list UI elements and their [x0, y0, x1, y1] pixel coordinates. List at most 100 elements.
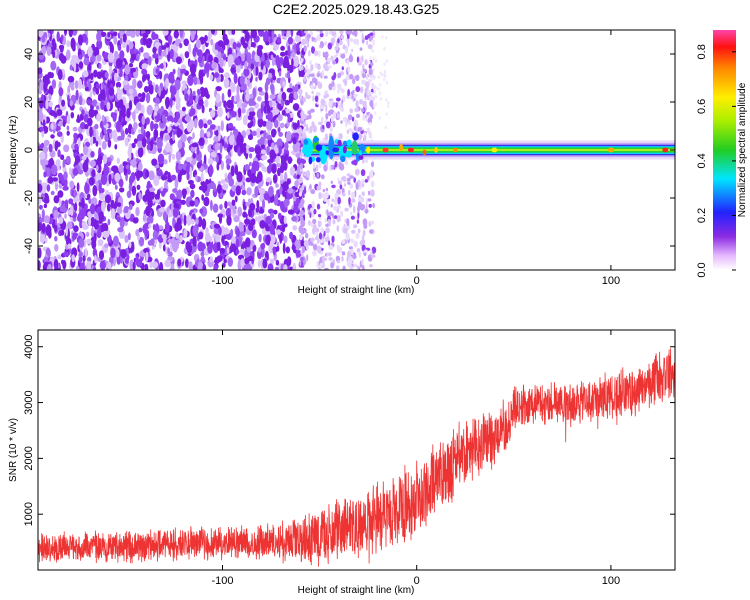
spectrogram-noise-cell	[96, 31, 102, 42]
spectrogram-noise-cell	[267, 111, 273, 122]
spectrogram-sparse-cell	[333, 205, 338, 211]
snr-panel: -100 0 100 1000 2000 3000 4000 Height of stra…	[8, 329, 676, 596]
spectrogram-noise-cell	[249, 239, 255, 247]
spectrogram-noise-cell	[292, 122, 299, 130]
spectrogram-noise-cell	[226, 111, 230, 119]
carrier-onset-cell	[313, 137, 320, 142]
spectrogram-noise-cell	[64, 199, 69, 209]
spectrogram-noise-cell	[258, 91, 266, 96]
spectrogram-noise-cell	[150, 120, 154, 132]
spectrogram-faint-cell	[373, 56, 376, 60]
spectrogram-noise-cell	[77, 34, 84, 46]
spectrogram-sparse-cell	[312, 95, 315, 102]
spectrogram-noise-cell	[96, 83, 100, 90]
spectrogram-noise-cell	[168, 151, 172, 163]
spectrogram-sparse-cell	[332, 60, 337, 65]
spectrogram-sparse-cell	[368, 203, 372, 208]
spectrogram-noise-cell	[279, 173, 284, 181]
spectrogram-noise-cell	[203, 87, 209, 98]
spectrogram-noise-cell	[75, 265, 80, 270]
spectrogram-sparse-cell	[347, 66, 351, 74]
spectrogram-sparse-cell	[346, 218, 350, 227]
spectrogram-noise-cell	[133, 125, 137, 133]
spectrogram-noise-cell	[225, 229, 230, 235]
spectrogram-noise-cell	[209, 74, 214, 81]
spectrogram-sparse-cell	[307, 110, 312, 115]
spectrogram-noise-cell	[181, 106, 186, 112]
spectrogram-noise-cell	[147, 56, 152, 66]
spectrogram-noise-cell	[117, 206, 123, 214]
spectrogram-noise-cell	[38, 30, 44, 38]
spectrogram-noise-cell	[282, 242, 286, 254]
spectrogram-noise-cell	[225, 207, 232, 218]
spectrogram-noise-cell	[259, 220, 266, 229]
spectrogram-noise-cell	[50, 60, 57, 71]
spectrogram-noise-cell	[40, 232, 46, 244]
spectrogram-noise-cell	[195, 174, 198, 181]
spectrogram-sparse-cell	[303, 240, 309, 247]
snr-x-tick-label: 0	[414, 575, 420, 587]
carrier-onset-cell	[346, 139, 352, 147]
spectrogram-noise-cell	[294, 84, 299, 93]
spectrogram-noise-cell	[250, 173, 256, 184]
spectrogram-noise-cell	[109, 41, 113, 47]
carrier-blob	[399, 144, 404, 152]
spectrogram-noise-cell	[117, 227, 124, 233]
spectrogram-sparse-cell	[325, 94, 330, 98]
spectrogram-noise-cell	[249, 203, 256, 211]
spectrogram-noise-cell	[239, 248, 245, 254]
spectrogram-noise-cell	[48, 143, 53, 153]
spectrogram-noise-cell	[88, 198, 92, 205]
spectrogram-noise-cell	[89, 134, 94, 146]
spectrogram-sparse-cell	[360, 30, 364, 33]
spectrogram-faint-cell	[374, 111, 377, 115]
spectrogram-noise-cell	[244, 31, 250, 43]
spectrogram-noise-cell	[108, 65, 113, 76]
spectrogram-noise-cell	[104, 231, 110, 238]
carrier-onset-cell	[303, 139, 309, 145]
spectrogram-noise-cell	[78, 61, 84, 69]
spectrogram-noise-cell	[257, 259, 262, 268]
spectrogram-noise-cell	[58, 216, 64, 224]
spectrogram-noise-cell	[284, 171, 288, 184]
spectrogram-noise-cell	[42, 119, 46, 127]
spectrogram-noise-cell	[238, 222, 244, 228]
spectrogram-noise-cell	[203, 196, 210, 207]
spectrogram-noise-cell	[194, 118, 198, 129]
spectrogram-noise-cell	[281, 30, 285, 37]
spectrogram-noise-cell	[96, 71, 103, 79]
spectrogram-sparse-cell	[363, 249, 369, 254]
spectrogram-sparse-cell	[356, 265, 360, 269]
spectrogram-noise-cell	[151, 31, 157, 41]
spectrogram-noise-cell	[226, 146, 231, 153]
spectrogram-noise-cell	[286, 256, 292, 267]
spectrogram-noise-cell	[265, 77, 271, 85]
spectrogram-noise-cell	[170, 202, 174, 212]
spectrogram-sparse-cell	[325, 104, 328, 113]
spectrogram-noise-cell	[82, 70, 89, 78]
spectrogram-noise-cell	[211, 61, 217, 70]
spectrogram-sparse-cell	[324, 41, 328, 46]
spectrogram-sparse-cell	[310, 207, 314, 213]
spectrogram-noise-cell	[173, 203, 180, 210]
spectrogram-noise-cell	[181, 80, 187, 86]
spectrogram-noise-cell	[217, 107, 223, 118]
spectrogram-noise-cell	[51, 38, 56, 48]
spectrogram-noise-cell	[293, 91, 299, 100]
spectrogram-noise-cell	[179, 234, 183, 243]
spectrogram-noise-cell	[96, 39, 103, 50]
spectrogram-noise-cell	[244, 164, 250, 172]
spectrogram-noise-cell	[248, 93, 254, 99]
spectrogram-sparse-cell	[365, 118, 368, 122]
spectrogram-sparse-cell	[334, 46, 339, 51]
spectrogram-panel: -100 0 100 -40 -20 0 20 40 Height of straight …	[8, 29, 676, 296]
spectrogram-sparse-cell	[320, 227, 324, 234]
spectrogram-sparse-cell	[351, 116, 355, 122]
spectrogram-sparse-cell	[327, 42, 332, 50]
spectrogram-noise-cell	[58, 53, 65, 62]
spectrogram-noise-cell	[116, 216, 121, 223]
spectrogram-noise-cell	[82, 255, 86, 262]
spectrogram-sparse-cell	[298, 88, 303, 95]
spectrogram-sparse-cell	[334, 193, 340, 198]
spectrogram-noise-cell	[290, 51, 296, 58]
